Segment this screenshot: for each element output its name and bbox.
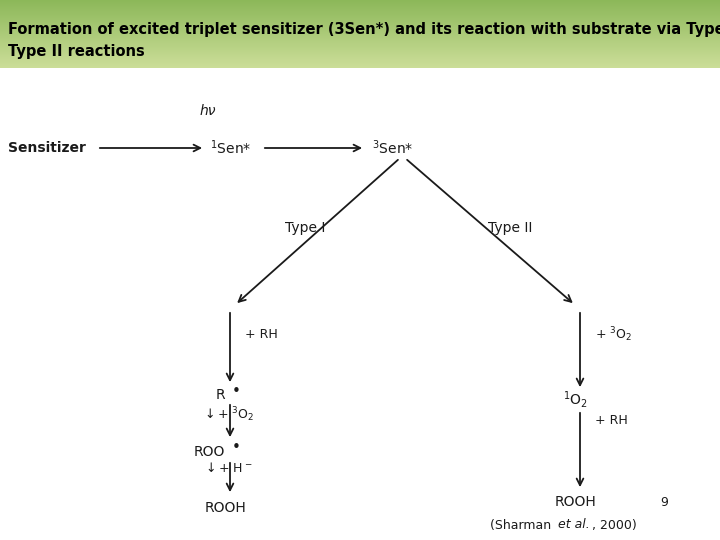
Text: hν: hν — [199, 104, 216, 118]
Bar — [0, 60, 720, 61]
Text: ROO: ROO — [194, 445, 225, 459]
Bar — [0, 67, 720, 68]
Text: Sensitizer: Sensitizer — [8, 141, 86, 155]
Bar — [0, 40, 720, 41]
Text: •: • — [232, 441, 241, 456]
Bar — [0, 62, 720, 63]
Text: ROOH: ROOH — [204, 501, 246, 515]
Text: 9: 9 — [660, 496, 668, 509]
Bar — [0, 2, 720, 3]
Bar — [0, 31, 720, 32]
Text: Type II reactions: Type II reactions — [8, 44, 145, 59]
Bar — [0, 42, 720, 43]
Text: •: • — [232, 383, 241, 399]
Bar — [0, 30, 720, 31]
Bar — [0, 25, 720, 26]
Bar — [0, 58, 720, 59]
Bar — [0, 61, 720, 62]
Text: R: R — [215, 388, 225, 402]
Text: Formation of excited triplet sensitizer (3Sen*) and its reaction with substrate : Formation of excited triplet sensitizer … — [8, 22, 720, 37]
Bar — [0, 43, 720, 44]
Bar — [0, 10, 720, 11]
Bar — [0, 46, 720, 47]
Bar — [0, 14, 720, 15]
Bar — [0, 29, 720, 30]
Bar — [0, 44, 720, 45]
Bar — [0, 23, 720, 24]
Bar — [0, 47, 720, 48]
Bar — [0, 6, 720, 7]
Bar — [0, 53, 720, 54]
Bar — [0, 51, 720, 52]
Text: + RH: + RH — [245, 328, 278, 341]
Bar — [0, 5, 720, 6]
Bar — [0, 26, 720, 27]
Bar — [0, 3, 720, 4]
Bar — [0, 17, 720, 18]
Bar — [0, 18, 720, 19]
Text: et al.: et al. — [558, 518, 590, 531]
Bar — [0, 32, 720, 33]
Text: $^1$Sen*: $^1$Sen* — [210, 139, 251, 157]
Bar — [0, 41, 720, 42]
Bar — [0, 8, 720, 9]
Bar — [0, 56, 720, 57]
Bar — [0, 22, 720, 23]
Bar — [0, 19, 720, 20]
Bar — [0, 4, 720, 5]
Text: , 2000): , 2000) — [592, 518, 636, 531]
Bar — [0, 34, 720, 35]
Bar — [0, 54, 720, 55]
Text: $\downarrow$+ H$^-$: $\downarrow$+ H$^-$ — [203, 461, 253, 475]
Bar — [0, 11, 720, 12]
Bar — [0, 55, 720, 56]
Bar — [0, 45, 720, 46]
Bar — [0, 27, 720, 28]
Text: ROOH: ROOH — [554, 495, 596, 509]
Bar — [0, 12, 720, 13]
Bar — [0, 15, 720, 16]
Bar — [0, 66, 720, 67]
Text: (Sharman: (Sharman — [490, 518, 555, 531]
Text: $\downarrow$+ $^3$O$_2$: $\downarrow$+ $^3$O$_2$ — [202, 406, 254, 424]
Bar — [0, 59, 720, 60]
Bar — [0, 21, 720, 22]
Text: + $^3$O$_2$: + $^3$O$_2$ — [595, 326, 632, 345]
Bar — [0, 64, 720, 65]
Bar — [0, 48, 720, 49]
Bar — [0, 16, 720, 17]
Bar — [0, 39, 720, 40]
Text: $^3$Sen*: $^3$Sen* — [372, 139, 413, 157]
Text: + RH: + RH — [595, 414, 628, 427]
Bar — [0, 1, 720, 2]
Bar — [0, 49, 720, 50]
Bar — [0, 38, 720, 39]
Bar — [0, 24, 720, 25]
Bar — [0, 36, 720, 37]
Text: Type II: Type II — [488, 221, 532, 235]
Bar — [0, 0, 720, 1]
Bar — [0, 28, 720, 29]
Bar — [0, 35, 720, 36]
Bar — [0, 65, 720, 66]
Text: $^1$O$_2$: $^1$O$_2$ — [562, 389, 588, 410]
Text: Type I: Type I — [285, 221, 325, 235]
Bar — [0, 13, 720, 14]
Bar — [0, 7, 720, 8]
Bar — [0, 20, 720, 21]
Bar — [0, 9, 720, 10]
Bar — [0, 52, 720, 53]
Bar — [0, 57, 720, 58]
Bar — [0, 50, 720, 51]
Bar — [0, 63, 720, 64]
Bar — [0, 37, 720, 38]
Bar — [0, 33, 720, 34]
